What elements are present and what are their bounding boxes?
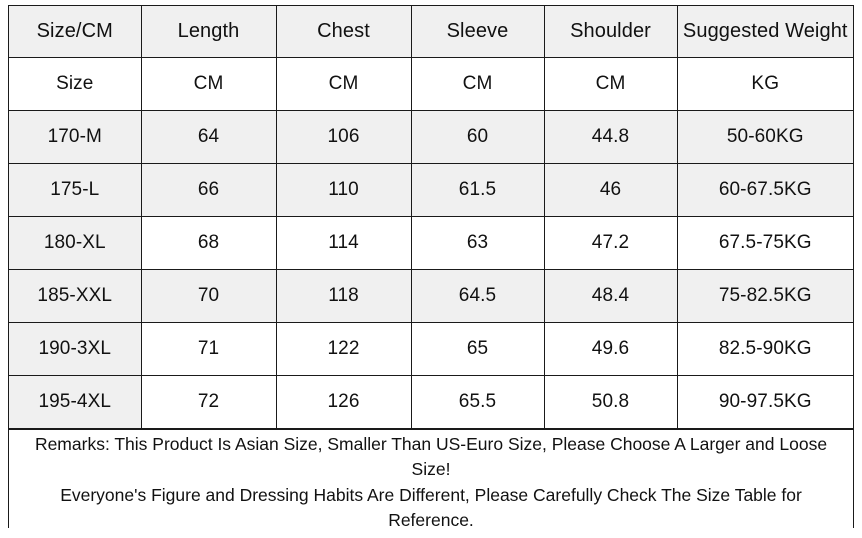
cell-size: 190-3XL xyxy=(9,322,142,376)
table-header-row: Size/CM Length Chest Sleeve Shoulder Sug… xyxy=(9,6,853,58)
cell-shoulder: 49.6 xyxy=(543,322,678,376)
cell-chest: 126 xyxy=(275,375,412,429)
table-row: 170-M 64 106 60 44.8 50-60KG xyxy=(9,110,853,164)
cell-sleeve: 64.5 xyxy=(410,269,545,323)
cell-length: 71 xyxy=(140,322,277,376)
size-chart: Size/CM Length Chest Sleeve Shoulder Sug… xyxy=(8,5,854,538)
cell-chest: 114 xyxy=(275,216,412,270)
unit-shoulder: CM xyxy=(543,57,678,111)
cell-length: 72 xyxy=(140,375,277,429)
table-row: 180-XL 68 114 63 47.2 67.5-75KG xyxy=(9,216,853,270)
cell-sleeve: 65 xyxy=(410,322,545,376)
column-header-length: Length xyxy=(140,6,277,58)
size-table: Size/CM Length Chest Sleeve Shoulder Sug… xyxy=(9,6,853,429)
remarks-line-1: Remarks: This Product Is Asian Size, Sma… xyxy=(34,434,828,480)
cell-size: 185-XXL xyxy=(9,269,142,323)
column-header-chest: Chest xyxy=(275,6,412,58)
unit-size: Size xyxy=(9,57,142,111)
unit-length: CM xyxy=(140,57,277,111)
cell-size: 180-XL xyxy=(9,216,142,270)
remarks-line-2: Everyone's Figure and Dressing Habits Ar… xyxy=(60,484,802,531)
cell-size: 195-4XL xyxy=(9,375,142,429)
table-row: 195-4XL 72 126 65.5 50.8 90-97.5KG xyxy=(9,375,853,429)
table-units-row: Size CM CM CM CM KG xyxy=(9,57,853,111)
table-row: 190-3XL 71 122 65 49.6 82.5-90KG xyxy=(9,322,853,376)
table-row: 185-XXL 70 118 64.5 48.4 75-82.5KG xyxy=(9,269,853,323)
column-header-shoulder: Shoulder xyxy=(543,6,678,58)
unit-sleeve: CM xyxy=(410,57,545,111)
cell-weight: 50-60KG xyxy=(676,110,853,164)
cell-weight: 60-67.5KG xyxy=(676,163,853,217)
cell-chest: 106 xyxy=(275,110,412,164)
unit-chest: CM xyxy=(275,57,412,111)
cell-weight: 82.5-90KG xyxy=(676,322,853,376)
cell-chest: 122 xyxy=(275,322,412,376)
cell-sleeve: 61.5 xyxy=(410,163,545,217)
size-table-body: Size/CM Length Chest Sleeve Shoulder Sug… xyxy=(9,6,853,429)
table-row: 175-L 66 110 61.5 46 60-67.5KG xyxy=(9,163,853,217)
cell-length: 70 xyxy=(140,269,277,323)
cell-shoulder: 48.4 xyxy=(543,269,678,323)
cell-size: 170-M xyxy=(9,110,142,164)
cell-sleeve: 60 xyxy=(410,110,545,164)
cell-shoulder: 44.8 xyxy=(543,110,678,164)
cell-shoulder: 47.2 xyxy=(543,216,678,270)
remarks-section: Remarks: This Product Is Asian Size, Sma… xyxy=(9,429,853,538)
cell-sleeve: 63 xyxy=(410,216,545,270)
cell-weight: 75-82.5KG xyxy=(676,269,853,323)
cell-sleeve: 65.5 xyxy=(410,375,545,429)
cell-size: 175-L xyxy=(9,163,142,217)
unit-weight: KG xyxy=(676,57,853,111)
cell-weight: 67.5-75KG xyxy=(676,216,853,270)
column-header-weight: Suggested Weight xyxy=(676,6,853,58)
cell-length: 66 xyxy=(140,163,277,217)
column-header-sleeve: Sleeve xyxy=(410,6,545,58)
cell-chest: 118 xyxy=(275,269,412,323)
cell-shoulder: 50.8 xyxy=(543,375,678,429)
cell-length: 64 xyxy=(140,110,277,164)
column-header-size: Size/CM xyxy=(9,6,142,58)
cell-weight: 90-97.5KG xyxy=(676,375,853,429)
cell-shoulder: 46 xyxy=(543,163,678,217)
cell-length: 68 xyxy=(140,216,277,270)
cell-chest: 110 xyxy=(275,163,412,217)
